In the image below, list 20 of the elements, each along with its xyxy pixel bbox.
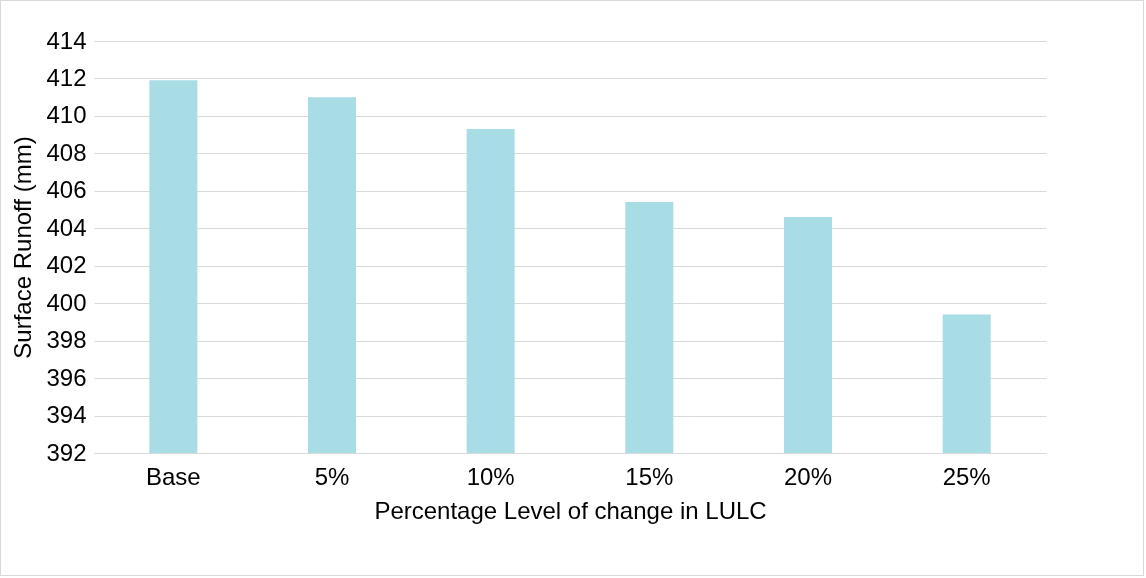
x-tick-label: 5%	[314, 462, 350, 490]
x-axis-title: Percentage Level of change in LULC	[374, 496, 767, 524]
y-tick-label: 412	[46, 63, 87, 91]
y-tick-label: 414	[46, 26, 87, 54]
y-tick-label: 410	[46, 101, 87, 129]
x-tick-label: 20%	[783, 462, 833, 490]
y-tick-label: 396	[46, 363, 87, 391]
x-tick-label: 15%	[625, 462, 674, 490]
y-tick-label: 404	[46, 213, 87, 241]
y-tick-label: 392	[46, 438, 87, 466]
x-tick-label: Base	[145, 462, 201, 490]
y-tick-label: 408	[46, 138, 87, 166]
y-axis-title: Surface Runoff (mm)	[9, 136, 37, 359]
x-tick-label: 25%	[942, 462, 991, 490]
y-tick-label: 406	[46, 176, 87, 204]
y-tick-label: 400	[46, 288, 87, 316]
y-tick-label: 398	[46, 326, 87, 354]
y-tick-label: 402	[46, 251, 87, 279]
x-tick-label: 10%	[466, 462, 515, 490]
y-tick-label: 394	[46, 401, 87, 429]
